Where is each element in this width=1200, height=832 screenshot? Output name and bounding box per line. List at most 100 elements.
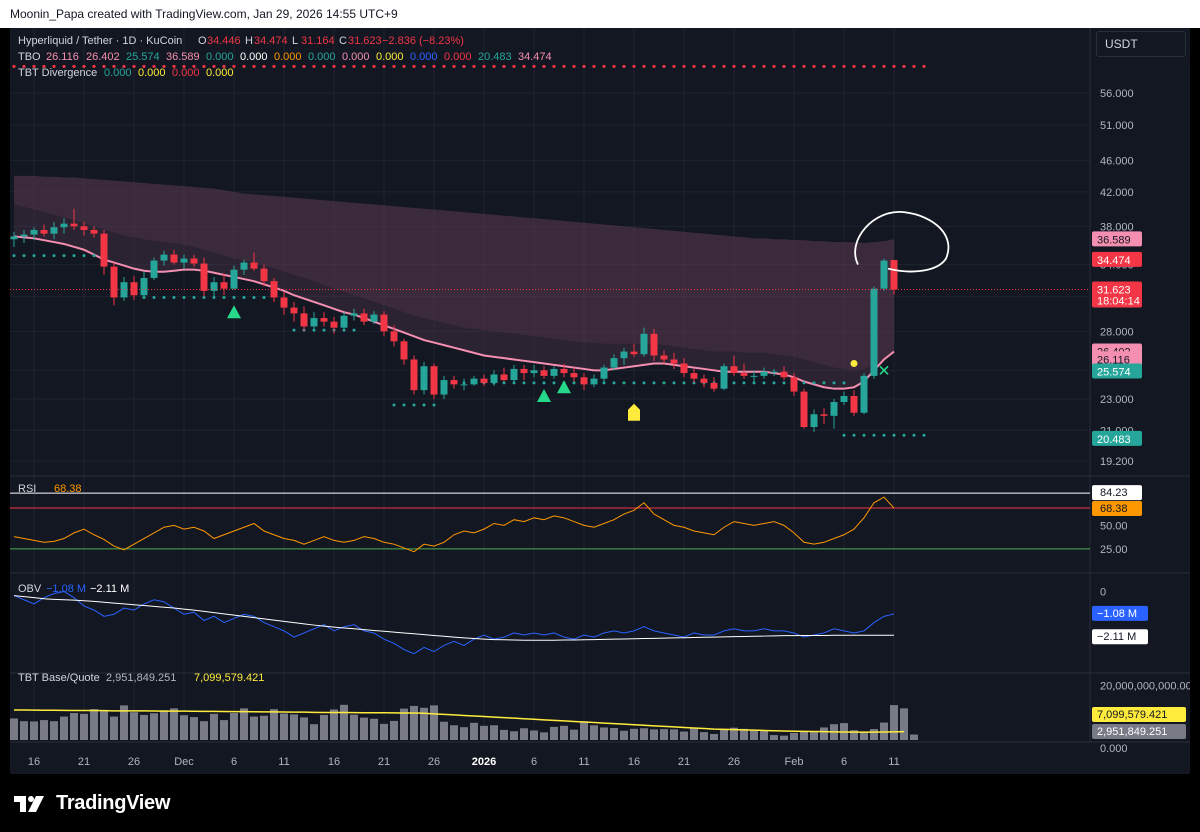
rsi-value: 68.38: [54, 483, 82, 495]
support-dot: [502, 381, 506, 385]
cross-stroke: [879, 365, 889, 375]
support-dot: [522, 381, 526, 385]
tbt-divergence-value: 0.000: [138, 67, 166, 79]
time-axis-label: 11: [278, 756, 289, 768]
candle: [250, 252, 258, 271]
candle-body: [710, 382, 718, 389]
support-dot: [832, 381, 836, 385]
volume-bar: [120, 705, 128, 740]
resistance-dot: [362, 64, 366, 69]
price-label-36-589: 36.589: [1092, 231, 1142, 247]
tradingview-brand[interactable]: TradingView: [14, 792, 170, 815]
ohlc-key: C: [339, 35, 347, 47]
candle-body: [420, 366, 428, 391]
candle-body: [700, 378, 708, 383]
candle-body: [640, 333, 648, 355]
resistance-dot: [632, 64, 636, 69]
candle: [770, 368, 778, 376]
volume-bar: [370, 718, 378, 740]
candle: [190, 254, 198, 267]
support-dot: [192, 295, 196, 299]
volume-ma-label: 7,099,579.421: [1097, 709, 1167, 721]
obv-axis-tick: 0: [1100, 586, 1106, 598]
candle-body: [600, 367, 608, 379]
candle: [80, 221, 88, 236]
candle: [70, 208, 78, 230]
volume-bar: [400, 708, 408, 740]
tbo-value: 26.402: [86, 51, 120, 63]
resistance-dot: [792, 64, 796, 69]
candle: [30, 227, 38, 241]
support-dot: [72, 254, 76, 258]
resistance-dot: [662, 64, 666, 69]
volume-bar: [100, 711, 108, 740]
obv-value: −1.08 M: [46, 583, 86, 595]
signal-arrow-marker: [628, 403, 640, 421]
tbo-value: 25.574: [126, 51, 160, 63]
volume-bar: [900, 708, 908, 740]
resistance-dot: [742, 64, 746, 69]
candle-body: [370, 314, 378, 322]
time-axis-label: 21: [678, 756, 690, 768]
chart-container[interactable]: 56.00051.00046.00042.00038.00034.00031.0…: [10, 28, 1198, 774]
support-dot: [252, 295, 256, 299]
candle-body: [210, 282, 218, 291]
countdown-text: 18:04:14: [1097, 296, 1140, 308]
volume-bar: [290, 714, 298, 740]
candle: [840, 391, 848, 406]
resistance-dot: [32, 64, 36, 69]
currency-selector[interactable]: USDT: [1096, 31, 1186, 57]
candle-body: [40, 229, 48, 234]
resistance-dot: [412, 64, 416, 69]
candle-body: [70, 223, 78, 227]
support-dot: [162, 295, 166, 299]
price-label-34-474: 34.474: [1092, 251, 1142, 267]
volume-bar: [530, 730, 538, 740]
resistance-dot: [272, 64, 276, 69]
volume-axis-tick: 20,000,000,000.000: [1100, 680, 1190, 692]
obv-ma-label: −2.11 M: [1097, 631, 1136, 643]
time-axis-label: 16: [28, 756, 40, 768]
resistance-dot: [372, 64, 376, 69]
volume-bar: [70, 713, 78, 740]
volume-ma-line: [14, 709, 905, 733]
support-dot: [42, 254, 46, 258]
support-dot: [352, 328, 356, 332]
volume-bar: [910, 734, 918, 740]
candle: [580, 373, 588, 391]
tbo-cloud-inner: [14, 204, 894, 389]
candle-body: [20, 234, 28, 237]
support-dot: [642, 381, 646, 385]
candle-body: [130, 282, 138, 296]
resistance-dot: [92, 64, 96, 69]
candle: [420, 362, 428, 395]
tbo-value: 0.000: [308, 51, 336, 63]
candle: [490, 370, 498, 386]
candle-body: [290, 307, 298, 314]
candle-body: [360, 313, 368, 322]
volume-bar: [670, 729, 678, 740]
candle-body: [410, 359, 418, 391]
resistance-dot: [332, 64, 336, 69]
candle: [360, 308, 368, 326]
candle: [370, 311, 378, 325]
resistance-dot: [112, 64, 116, 69]
candle: [810, 409, 818, 432]
support-dot: [82, 254, 86, 258]
support-dot: [542, 381, 546, 385]
candle: [390, 325, 398, 347]
volume-bar: [870, 729, 878, 740]
tbt-divergence-value: 0.000: [172, 67, 200, 79]
support-dot: [802, 381, 806, 385]
volume-bar: [490, 725, 498, 740]
support-dot: [32, 254, 36, 258]
volume-bar: [420, 707, 428, 740]
support-dot: [732, 381, 736, 385]
tbo-value: 0.000: [410, 51, 438, 63]
resistance-dot: [712, 64, 716, 69]
volume-bar: [80, 713, 88, 740]
resistance-dot: [12, 64, 16, 69]
volume-bar: [250, 716, 258, 740]
chart-canvas[interactable]: 56.00051.00046.00042.00038.00034.00031.0…: [10, 28, 1198, 774]
volume-bar: [340, 704, 348, 740]
